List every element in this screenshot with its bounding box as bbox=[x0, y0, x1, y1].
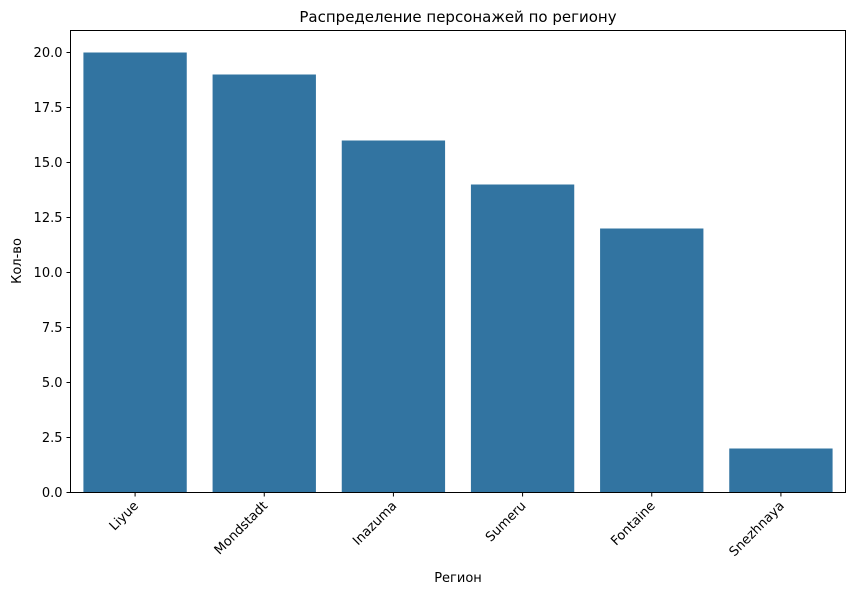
bar-snezhnaya bbox=[729, 448, 833, 493]
bar-liyue bbox=[83, 52, 187, 493]
bar-sumeru bbox=[470, 184, 575, 493]
bar-mondstadt bbox=[212, 74, 316, 493]
plot-frame bbox=[70, 30, 846, 493]
y-axis-ticks: 0.0 2.5 5.0 7.5 10.0 12.5 15.0 17.5 20.0 bbox=[34, 46, 71, 501]
x-tick-label: Liyue bbox=[107, 499, 142, 534]
bar-inazuma bbox=[341, 140, 446, 493]
y-tick-label: 2.5 bbox=[42, 431, 63, 446]
chart-title: Распределение персонажей по региону bbox=[299, 8, 616, 26]
x-tick-label: Mondstadt bbox=[212, 499, 271, 558]
x-tick-label: Inazuma bbox=[350, 499, 400, 549]
y-tick-label: 17.5 bbox=[34, 101, 63, 116]
y-tick-label: 5.0 bbox=[42, 376, 63, 391]
x-axis-ticks: Liyue Mondstadt Inazuma Sumeru Fontaine Snezh… bbox=[107, 492, 788, 560]
y-tick-label: 12.5 bbox=[34, 211, 63, 226]
bar-fontaine bbox=[600, 228, 704, 493]
x-tick-label: Snezhnaya bbox=[727, 499, 788, 560]
bars-group bbox=[83, 52, 833, 493]
y-axis-label: Кол-во bbox=[10, 238, 25, 284]
y-tick-label: 0.0 bbox=[42, 486, 63, 501]
x-tick-label: Sumeru bbox=[483, 499, 529, 545]
x-axis-label: Регион bbox=[434, 571, 482, 586]
y-tick-label: 20.0 bbox=[34, 46, 63, 61]
y-tick-label: 7.5 bbox=[42, 321, 63, 336]
y-tick-label: 15.0 bbox=[34, 156, 63, 171]
y-tick-label: 10.0 bbox=[34, 266, 63, 281]
x-tick-label: Fontaine bbox=[608, 499, 658, 549]
